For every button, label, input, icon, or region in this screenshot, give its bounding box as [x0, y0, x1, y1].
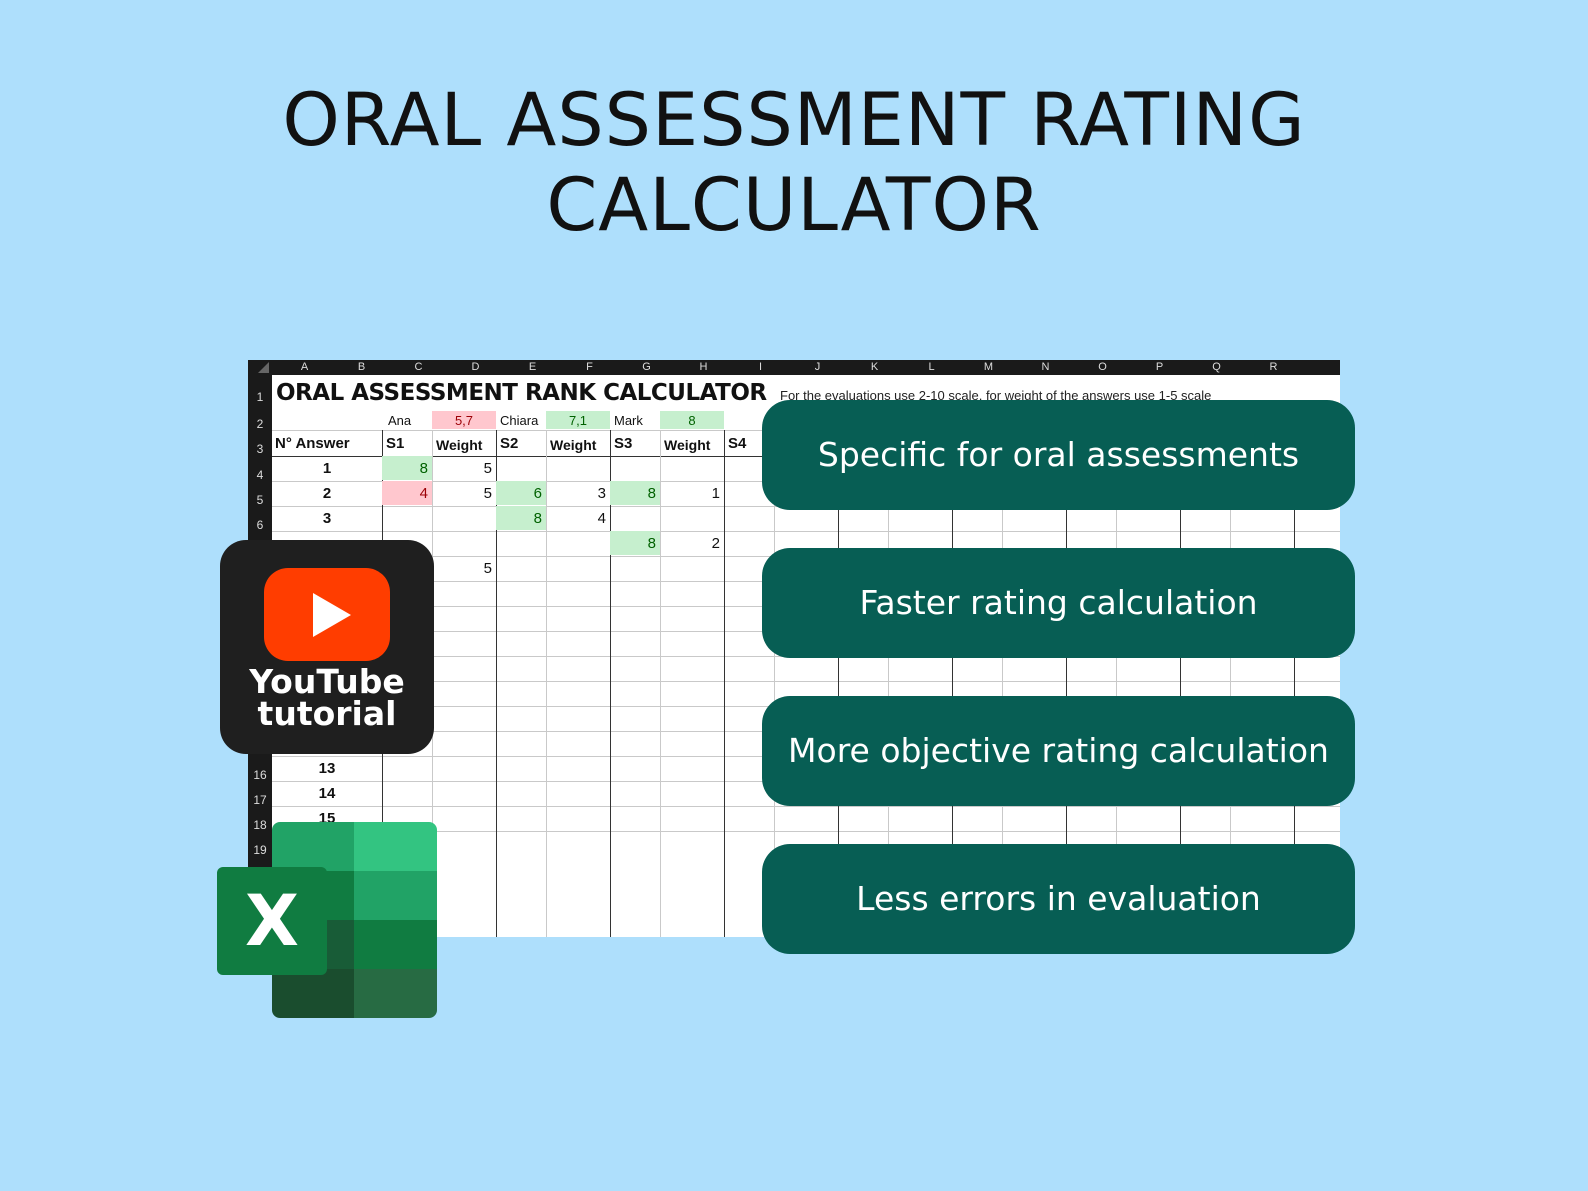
feature-pill-errors: Less errors in evaluation — [762, 844, 1355, 954]
column-header[interactable]: I — [758, 361, 763, 373]
cell-value: 2 — [711, 535, 720, 552]
feature-pill-faster: Faster rating calculation — [762, 548, 1355, 658]
sheet-note: For the evaluations use 2-10 scale, for … — [780, 388, 1212, 403]
answer-number: 1 — [322, 460, 332, 477]
cell-fill — [610, 531, 660, 555]
answer-number: 3 — [322, 510, 332, 527]
cell-value: 5 — [483, 485, 492, 502]
youtube-label-line2: tutorial — [257, 694, 397, 733]
header-weight: Weight — [664, 437, 711, 453]
cell-value: 4 — [597, 510, 606, 527]
header-s2: S2 — [500, 435, 519, 452]
column-header[interactable]: P — [1155, 361, 1164, 373]
column-header[interactable]: C — [414, 361, 423, 373]
student-name: Ana — [388, 413, 412, 428]
column-header[interactable]: G — [642, 361, 651, 373]
select-all-corner — [248, 360, 272, 375]
column-header[interactable]: E — [528, 361, 537, 373]
student-score: 7,1 — [568, 413, 588, 428]
cell-value: 6 — [533, 485, 542, 502]
excel-logo-icon: X — [217, 822, 437, 1018]
cell-value: 3 — [597, 485, 606, 502]
column-header[interactable]: R — [1269, 361, 1278, 373]
feature-pill-specific: Specific for oral assessments — [762, 400, 1355, 510]
sheet-title: ORAL ASSESSMENT RANK CALCULATOR — [276, 380, 767, 406]
header-weight: Weight — [436, 437, 483, 453]
row-header[interactable]: 3 — [256, 442, 264, 456]
row-header[interactable]: 5 — [256, 492, 264, 507]
header-s1: S1 — [386, 435, 405, 452]
row-header[interactable]: 19 — [253, 842, 267, 857]
column-header[interactable]: D — [471, 361, 480, 373]
row-header[interactable]: 18 — [253, 817, 267, 832]
header-answer: N° Answer — [275, 435, 350, 452]
cell-value: 8 — [419, 460, 428, 477]
column-header[interactable]: L — [928, 361, 935, 373]
cell-value: 8 — [647, 485, 656, 502]
feature-pill-objective: More objective rating calculation — [762, 696, 1355, 806]
cell-value: 5 — [483, 560, 492, 577]
answer-number: 14 — [318, 785, 336, 802]
student-name: Chiara — [500, 413, 539, 428]
column-header[interactable]: F — [586, 361, 593, 373]
title-line-2: CALCULATOR — [546, 163, 1042, 248]
column-header[interactable]: N — [1041, 361, 1050, 373]
column-header[interactable]: A — [300, 361, 309, 373]
row-header[interactable]: 4 — [256, 467, 264, 482]
score-fill-ana — [432, 411, 496, 429]
feature-label: Specific for oral assessments — [817, 435, 1300, 474]
column-header[interactable]: H — [699, 361, 708, 373]
cell-value: 4 — [419, 485, 428, 502]
column-header[interactable]: M — [983, 361, 994, 373]
score-fill-mark — [660, 411, 724, 429]
cell-value: 1 — [711, 485, 720, 502]
cell-value: 8 — [647, 535, 656, 552]
cell-fill — [382, 456, 432, 480]
cell-fill — [382, 481, 432, 505]
student-name: Mark — [614, 413, 643, 428]
column-header-bar: A B C D E F G H I J K L M N O P Q R — [248, 360, 1340, 375]
row-header[interactable]: 1 — [256, 389, 264, 404]
header-weight: Weight — [550, 437, 597, 453]
title-line-1: ORAL ASSESSMENT RATING — [282, 78, 1306, 163]
youtube-label-line1: YouTube — [249, 662, 405, 701]
column-header[interactable]: Q — [1212, 361, 1221, 373]
youtube-play-icon — [264, 568, 390, 661]
student-score: 5,7 — [454, 413, 474, 428]
youtube-label: YouTube tutorial — [220, 662, 434, 733]
column-header[interactable]: O — [1098, 361, 1107, 373]
answer-number: 2 — [322, 485, 332, 502]
column-header[interactable]: J — [814, 361, 821, 373]
feature-label: Faster rating calculation — [859, 583, 1258, 622]
header-s3: S3 — [614, 435, 633, 452]
page-title: ORAL ASSESSMENT RATING CALCULATOR — [0, 78, 1588, 248]
feature-label: Less errors in evaluation — [856, 879, 1261, 918]
cell-fill — [496, 506, 546, 530]
feature-label: More objective rating calculation — [788, 731, 1329, 770]
answer-number: 13 — [318, 760, 336, 777]
row-header[interactable]: 6 — [256, 517, 264, 532]
cell-fill — [496, 481, 546, 505]
row-header[interactable]: 2 — [256, 417, 264, 431]
cell-value: 5 — [483, 460, 492, 477]
youtube-tutorial-badge[interactable]: YouTube tutorial — [220, 540, 434, 754]
cell-value: 8 — [533, 510, 542, 527]
row-header[interactable]: 17 — [253, 792, 267, 807]
excel-x-letter: X — [217, 867, 327, 975]
column-header[interactable]: B — [357, 361, 366, 373]
row-header[interactable]: 16 — [253, 767, 267, 782]
column-header[interactable]: K — [870, 361, 879, 373]
student-score: 8 — [688, 413, 696, 428]
cell-fill — [610, 481, 660, 505]
header-s4: S4 — [728, 435, 747, 452]
score-fill-chiara — [546, 411, 610, 429]
